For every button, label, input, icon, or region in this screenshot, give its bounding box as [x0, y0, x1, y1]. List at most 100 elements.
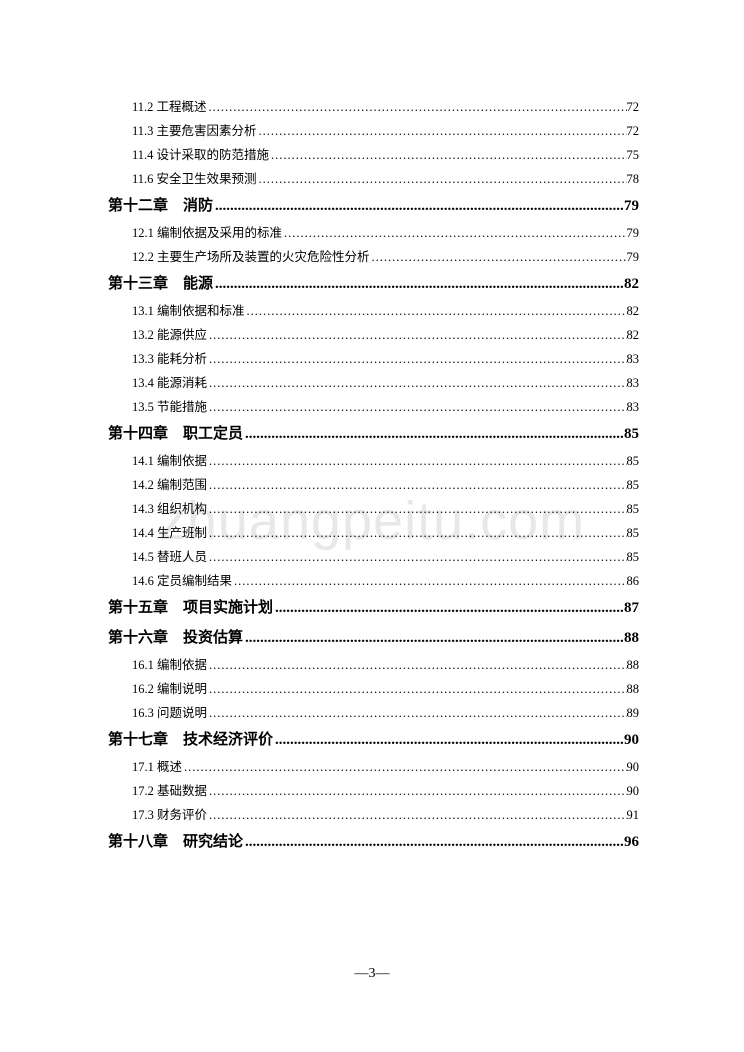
toc-entry: 17.3 财务评价 ..............................… — [108, 803, 639, 827]
toc-entry: 16.3 问题说明 ..............................… — [108, 701, 639, 725]
toc-leader-dots: ........................................… — [207, 95, 627, 119]
toc-entry: 13.3 能耗分析 ..............................… — [108, 347, 639, 371]
toc-leader-dots: ........................................… — [213, 269, 624, 299]
toc-entry-page: 82 — [624, 269, 639, 299]
toc-entry-page: 90 — [627, 755, 640, 779]
toc-entry-label: 第十六章 投资估算 — [108, 623, 243, 653]
toc-entry: 11.6 安全卫生效果预测 ..........................… — [108, 167, 639, 191]
toc-entry-label: 第十五章 项目实施计划 — [108, 593, 273, 623]
toc-leader-dots: ........................................… — [269, 143, 626, 167]
toc-entry-label: 11.4 设计采取的防范措施 — [132, 143, 269, 167]
toc-entry-page: 72 — [627, 119, 640, 143]
toc-entry-label: 17.1 概述 — [132, 755, 182, 779]
toc-leader-dots: ........................................… — [207, 779, 626, 803]
toc-leader-dots: ........................................… — [207, 653, 626, 677]
toc-leader-dots: ........................................… — [182, 755, 626, 779]
toc-leader-dots: ........................................… — [207, 395, 626, 419]
toc-entry-page: 85 — [627, 449, 640, 473]
toc-entry: 第十三章 能源 ................................… — [108, 269, 639, 299]
toc-entry-page: 79 — [627, 245, 640, 269]
toc-entry-label: 13.4 能源消耗 — [132, 371, 207, 395]
toc-entry-page: 85 — [627, 545, 640, 569]
toc-entry-page: 85 — [624, 419, 639, 449]
toc-leader-dots: ........................................… — [207, 347, 626, 371]
toc-entry: 14.5 替班人员 ..............................… — [108, 545, 639, 569]
toc-entry-page: 85 — [627, 473, 640, 497]
toc-entry-label: 14.6 定员编制结果 — [132, 569, 232, 593]
toc-entry-page: 83 — [627, 347, 640, 371]
toc-leader-dots: ........................................… — [207, 323, 626, 347]
toc-entry-page: 88 — [627, 653, 640, 677]
toc-entry-page: 75 — [627, 143, 640, 167]
toc-entry-label: 14.1 编制依据 — [132, 449, 207, 473]
toc-entry-label: 11.6 安全卫生效果预测 — [132, 167, 257, 191]
toc-leader-dots: ........................................… — [213, 191, 624, 221]
toc-entry: 13.2 能源供应 ..............................… — [108, 323, 639, 347]
toc-entry-page: 85 — [627, 521, 640, 545]
toc-entry: 17.1 概述 ................................… — [108, 755, 639, 779]
toc-entry-label: 12.1 编制依据及采用的标准 — [132, 221, 282, 245]
toc-entry: 14.3 组织机构 ..............................… — [108, 497, 639, 521]
toc-entry-page: 89 — [627, 701, 640, 725]
toc-leader-dots: ........................................… — [232, 569, 626, 593]
toc-entry-page: 86 — [627, 569, 640, 593]
toc-entry-page: 83 — [627, 371, 640, 395]
toc-entry: 11.3 主要危害因素分析 ..........................… — [108, 119, 639, 143]
toc-entry-page: 79 — [624, 191, 639, 221]
toc-leader-dots: ........................................… — [273, 593, 624, 623]
toc-leader-dots: ........................................… — [207, 803, 626, 827]
toc-leader-dots: ........................................… — [207, 701, 626, 725]
toc-entry-page: 88 — [624, 623, 639, 653]
toc-entry-label: 14.3 组织机构 — [132, 497, 207, 521]
toc-leader-dots: ........................................… — [370, 245, 627, 269]
toc-entry-label: 14.2 编制范围 — [132, 473, 207, 497]
toc-entry-label: 第十二章 消防 — [108, 191, 213, 221]
toc-leader-dots: ........................................… — [243, 623, 624, 653]
toc-leader-dots: ........................................… — [207, 473, 626, 497]
toc-entry: 第十五章 项目实施计划 ............................… — [108, 593, 639, 623]
toc-entry-label: 13.2 能源供应 — [132, 323, 207, 347]
toc-entry: 16.1 编制依据 ..............................… — [108, 653, 639, 677]
toc-entry-label: 第十八章 研究结论 — [108, 827, 243, 857]
toc-entry-label: 16.2 编制说明 — [132, 677, 207, 701]
toc-entry-label: 14.5 替班人员 — [132, 545, 207, 569]
toc-entry: 第十七章 技术经济评价 ............................… — [108, 725, 639, 755]
toc-entry-label: 11.2 工程概述 — [132, 95, 207, 119]
toc-entry: 14.1 编制依据 ..............................… — [108, 449, 639, 473]
toc-leader-dots: ........................................… — [243, 419, 624, 449]
toc-entry-page: 96 — [624, 827, 639, 857]
toc-leader-dots: ........................................… — [207, 371, 626, 395]
toc-entry: 12.2 主要生产场所及装置的火灾危险性分析 .................… — [108, 245, 639, 269]
toc-entry-label: 14.4 生产班制 — [132, 521, 207, 545]
toc-entry-page: 72 — [627, 95, 640, 119]
toc-leader-dots: ........................................… — [273, 725, 624, 755]
page-number: ―3― — [0, 966, 744, 982]
toc-entry-page: 82 — [627, 299, 640, 323]
toc-entry-label: 17.2 基础数据 — [132, 779, 207, 803]
toc-entry-page: 79 — [627, 221, 640, 245]
toc-entry-label: 17.3 财务评价 — [132, 803, 207, 827]
toc-leader-dots: ........................................… — [207, 497, 626, 521]
toc-leader-dots: ........................................… — [282, 221, 626, 245]
toc-entry: 第十六章 投资估算 ..............................… — [108, 623, 639, 653]
toc-entry: 11.2 工程概述 ..............................… — [108, 95, 639, 119]
toc-entry: 13.5 节能措施 ..............................… — [108, 395, 639, 419]
table-of-contents: 11.2 工程概述 ..............................… — [108, 95, 639, 857]
toc-entry: 11.4 设计采取的防范措施 .........................… — [108, 143, 639, 167]
toc-entry-label: 第十七章 技术经济评价 — [108, 725, 273, 755]
toc-leader-dots: ........................................… — [257, 119, 627, 143]
toc-entry-page: 88 — [627, 677, 640, 701]
toc-entry-page: 91 — [627, 803, 640, 827]
toc-entry: 第十二章 消防 ................................… — [108, 191, 639, 221]
toc-entry: 14.4 生产班制 ..............................… — [108, 521, 639, 545]
toc-leader-dots: ........................................… — [243, 827, 624, 857]
toc-entry: 13.4 能源消耗 ..............................… — [108, 371, 639, 395]
toc-entry-label: 13.5 节能措施 — [132, 395, 207, 419]
toc-entry: 13.1 编制依据和标准 ...........................… — [108, 299, 639, 323]
toc-entry-page: 85 — [627, 497, 640, 521]
toc-entry: 第十八章 研究结论 ..............................… — [108, 827, 639, 857]
toc-leader-dots: ........................................… — [207, 545, 626, 569]
toc-leader-dots: ........................................… — [257, 167, 627, 191]
toc-entry-label: 16.3 问题说明 — [132, 701, 207, 725]
toc-entry: 16.2 编制说明 ..............................… — [108, 677, 639, 701]
